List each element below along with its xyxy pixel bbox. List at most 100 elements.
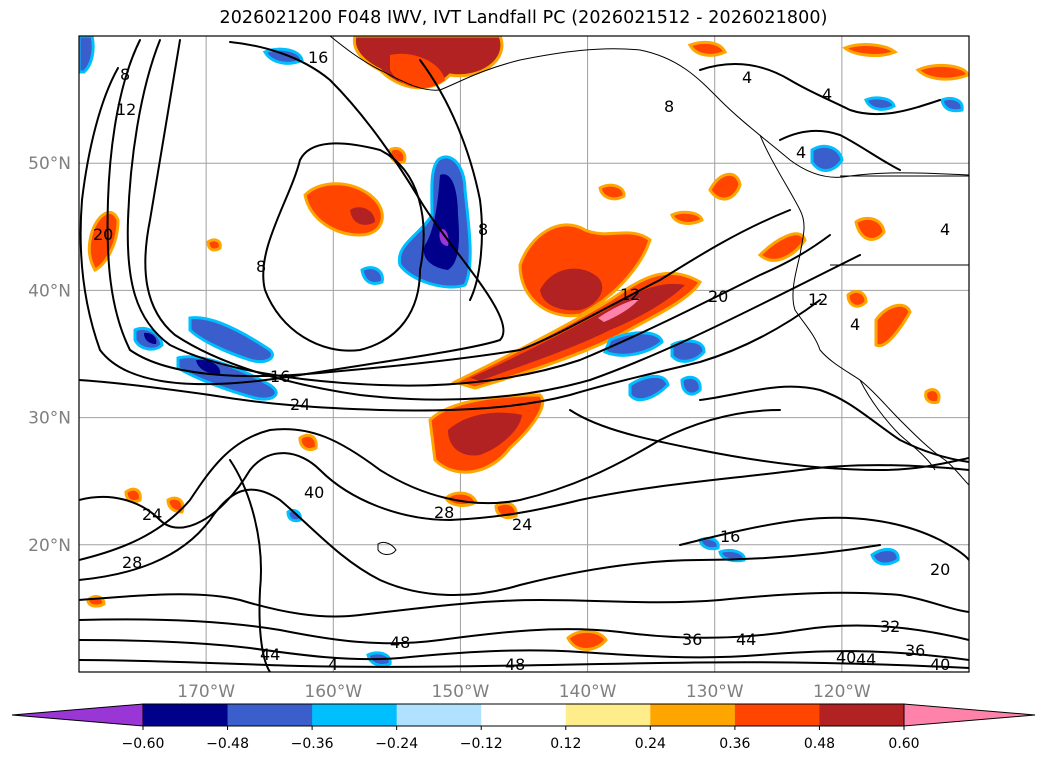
neg-blob-north	[262, 47, 304, 65]
neg-blob-ak	[810, 144, 844, 172]
neg-blob-east-4	[680, 375, 702, 396]
colorbar-segment	[819, 704, 905, 726]
contour-24	[79, 299, 821, 412]
blob-coast-10	[670, 210, 704, 225]
clabel-8-c: 8	[478, 220, 488, 239]
colorbar-tick-label: 0.36	[719, 736, 750, 752]
coast-bc-wa	[759, 134, 969, 486]
colorbar-tick-label: −0.36	[291, 736, 334, 752]
clabel-20-a: 20	[93, 225, 113, 244]
lat-tick-label: 50°N	[28, 154, 71, 174]
contour-20	[144, 39, 861, 401]
clabel-48-b: 4	[328, 655, 338, 674]
contour-40	[79, 639, 969, 661]
clabel-36-b: 36	[905, 641, 925, 660]
contour-44-b	[79, 659, 969, 669]
clabel-28-a: 28	[122, 553, 142, 572]
blob-coast-4	[874, 303, 912, 348]
clabel-36-a: 36	[682, 630, 702, 649]
clabel-4-a: 4	[742, 68, 752, 87]
clabel-8-a: 8	[120, 65, 130, 84]
clabel-24-c: 24	[512, 515, 532, 534]
neg-blob-sm-1	[360, 266, 384, 285]
neg-blob-nw	[79, 36, 95, 74]
colorbar-segment	[312, 704, 398, 726]
clabel-8-b: 8	[256, 257, 266, 276]
lon-tick-label: 150°W	[432, 682, 490, 702]
colorbar-tick-label: 0.60	[888, 736, 919, 752]
blob-coast-7	[842, 43, 898, 57]
clabel-16-b: 16	[270, 367, 290, 386]
blob-coast-5	[846, 290, 868, 308]
clabel-16-c: 16	[720, 527, 740, 546]
blob-coast-13	[566, 630, 608, 651]
contour-4-north	[699, 63, 941, 116]
ar-band-core	[598, 298, 640, 322]
ar-band-inner	[470, 283, 685, 381]
contour-24-south	[79, 452, 969, 529]
blob-coast-17	[166, 496, 185, 514]
neg-blob-east-1	[603, 331, 664, 357]
contour-32	[79, 591, 969, 618]
clabel-28-b: 28	[434, 503, 454, 522]
colorbar-segment	[481, 704, 567, 726]
clabel-4-c: 4	[796, 143, 806, 162]
colorbar-frame	[142, 703, 905, 727]
colorbar-tick-label: −0.48	[206, 736, 249, 752]
coast-baja	[859, 379, 936, 471]
contour-8-outer	[79, 41, 505, 386]
blob-coast-6	[915, 63, 969, 81]
colorbar-tick-label: 0.12	[550, 736, 581, 752]
coastlines	[329, 36, 969, 555]
clabel-24-b: 24	[142, 505, 162, 524]
contour-8-north	[419, 59, 483, 301]
lat-tick-label: 20°N	[28, 536, 71, 556]
blob-coast-2	[757, 232, 807, 262]
colorbar-tick-label: −0.12	[460, 736, 503, 752]
contour-labels: 8 12 16 8 8 20 16 24 12 20 24 28 40 28 2…	[93, 48, 950, 674]
clabel-4-e: 4	[850, 315, 860, 334]
contour-28-b	[79, 488, 881, 597]
contour-east-2	[699, 385, 969, 463]
colorbar-segment	[396, 704, 482, 726]
clabel-40-c: 40	[836, 648, 856, 667]
clabel-4-d: 4	[940, 220, 950, 239]
lon-tick-label: 170°W	[177, 682, 235, 702]
lon-tick-label: 120°W	[813, 682, 871, 702]
contour-16	[126, 39, 831, 387]
colorbar-segment	[565, 704, 651, 726]
colorbar: −0.60 −0.48 −0.36 −0.24 −0.12 0.12 0.24 0.36 0.4…	[11, 703, 1036, 752]
clabel-32-a: 32	[880, 617, 900, 636]
lon-tick-label: 160°W	[304, 682, 362, 702]
latitude-labels: 50°N 40°N 30°N 20°N	[28, 154, 71, 556]
blob-west	[87, 210, 120, 272]
blob-subtropical-inner	[448, 412, 522, 456]
clabel-44-d: 44	[856, 650, 876, 669]
blob-nw-inner	[350, 207, 375, 225]
clabel-44-b: 48	[505, 655, 525, 674]
contour-16-south	[679, 516, 969, 561]
colorbar-segment	[734, 704, 820, 726]
clabel-20-b: 20	[708, 287, 728, 306]
clabel-12-a: 12	[116, 100, 136, 119]
positive-anomaly-patches	[86, 36, 969, 651]
clabel-20-c: 20	[930, 560, 950, 579]
clabel-16-a: 16	[308, 48, 328, 67]
plot-frame	[78, 35, 970, 673]
blob-coast-19	[924, 388, 941, 404]
neg-blob-east-3	[628, 374, 670, 402]
clabel-8-d: 8	[664, 97, 674, 116]
neg-blob-main-inner	[423, 174, 459, 270]
map-title: 2026021200 F048 IWV, IVT Landfall PC (20…	[219, 8, 828, 28]
lat-tick-label: 30°N	[28, 409, 71, 429]
colorbar-segment	[143, 704, 229, 726]
clabel-40-b: 40	[930, 655, 950, 674]
colorbar-tick-label: 0.48	[804, 736, 835, 752]
neg-blob-sm-8	[940, 96, 964, 113]
blob-north-2	[390, 53, 445, 89]
longitude-labels: 170°W 160°W 150°W 140°W 130°W 120°W	[177, 682, 871, 702]
clabel-24-a: 24	[290, 395, 310, 414]
blob-coast-1	[708, 172, 742, 201]
contour-east-1	[569, 409, 969, 471]
coast-alaska	[329, 36, 969, 178]
